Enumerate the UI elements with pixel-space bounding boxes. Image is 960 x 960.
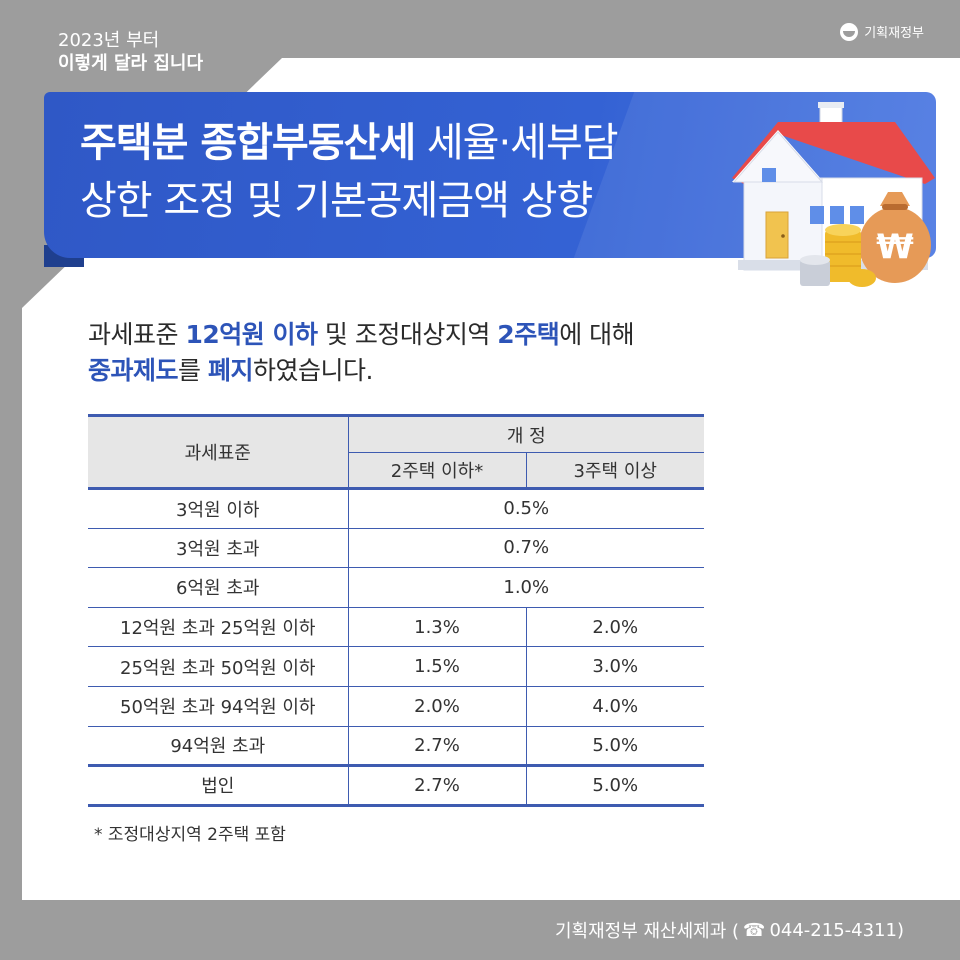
col-header-revised: 개 정: [348, 414, 704, 453]
col-header-three-homes: 3주택 이상: [526, 452, 704, 490]
footer-contact: 기획재정부 재산세제과 ( ☎ 044-215-4311): [555, 917, 904, 943]
cell-rate-two-homes: 2.0%: [348, 686, 527, 727]
footer-department: 기획재정부 재산세제과 (: [554, 921, 740, 942]
intro-text-part: 및 조정대상지역: [317, 320, 498, 349]
corner-title-line2: 이렇게 달라 집니다: [58, 53, 204, 74]
corner-title: 2023년 부터 이렇게 달라 집니다: [58, 30, 203, 76]
cell-rate-two-homes: 2.7%: [348, 765, 527, 807]
cell-tax-base: 3억원 초과: [88, 528, 349, 569]
intro-highlight: 폐지: [207, 356, 254, 385]
intro-text-part: 하였습니다.: [252, 356, 373, 385]
money-bag-icon: ₩: [859, 192, 931, 283]
intro-text-part: 를: [178, 356, 208, 385]
banner-subtitle: 상한 조정 및 기본공제금액 상향: [80, 178, 593, 224]
banner-title: 주택분 종합부동산세 세율·세부담 상한 조정 및 기본공제금액 상향: [80, 114, 619, 230]
cell-rate-three-homes: 2.0%: [526, 607, 704, 648]
title-banner: 주택분 종합부동산세 세율·세부담 상한 조정 및 기본공제금액 상향: [44, 92, 936, 258]
banner-title-rest: 세율·세부담: [415, 120, 619, 166]
cell-rate-two-homes: 1.5%: [348, 646, 527, 687]
table-row: 94억원 초과 2.7% 5.0%: [88, 726, 704, 768]
cell-rate-three-homes: 4.0%: [526, 686, 704, 727]
cell-rate: 1.0%: [348, 567, 704, 608]
table-row: 3억원 이하 0.5%: [88, 488, 704, 529]
footer-phone: 044-215-4311): [769, 919, 904, 941]
ministry-logo-text: 기획재정부: [864, 26, 924, 41]
cell-rate-two-homes: 1.3%: [348, 607, 527, 648]
intro-text-part: 에 대해: [559, 320, 635, 349]
cell-tax-base: 6억원 초과: [88, 567, 349, 608]
cell-tax-base: 법인: [88, 765, 349, 807]
cell-rate-three-homes: 5.0%: [526, 765, 704, 807]
government-emblem-icon: [840, 22, 859, 41]
house-illustration: ₩: [732, 102, 935, 287]
table-row: 12억원 초과 25억원 이하 1.3% 2.0%: [88, 607, 704, 648]
coin-stack-icon: [800, 224, 876, 287]
cell-rate: 0.5%: [348, 488, 704, 529]
intro-highlight: 2주택: [497, 320, 560, 349]
corner-title-line1: 2023년 부터: [58, 30, 160, 51]
table-row: 6억원 초과 1.0%: [88, 567, 704, 608]
cell-tax-base: 3억원 이하: [88, 488, 349, 529]
tax-rate-table: 과세표준 개 정 2주택 이하* 3주택 이상 3억원 이하 0.5% 3억원 …: [88, 414, 704, 807]
table-row: 3억원 초과 0.7%: [88, 528, 704, 569]
cell-rate-two-homes: 2.7%: [348, 726, 527, 768]
cell-rate: 0.7%: [348, 528, 704, 569]
intro-text-part: 과세표준: [88, 320, 186, 349]
col-header-tax-base: 과세표준: [88, 414, 349, 490]
money-bag-symbol: ₩: [876, 227, 914, 267]
table-row: 25억원 초과 50억원 이하 1.5% 3.0%: [88, 646, 704, 687]
ministry-logo: 기획재정부: [840, 22, 924, 41]
phone-icon: ☎: [743, 919, 766, 941]
cell-rate-three-homes: 3.0%: [526, 646, 704, 687]
footnote: * 조정대상지역 2주택 포함: [94, 825, 286, 845]
table-row: 50억원 초과 94억원 이하 2.0% 4.0%: [88, 686, 704, 727]
intro-text: 과세표준 12억원 이하 및 조정대상지역 2주택에 대해 중과제도를 폐지하였…: [88, 317, 635, 389]
intro-highlight: 12억원 이하: [185, 320, 318, 349]
intro-highlight: 중과제도: [88, 356, 179, 385]
table-row: 법인 2.7% 5.0%: [88, 765, 704, 807]
cell-tax-base: 12억원 초과 25억원 이하: [88, 607, 349, 648]
col-header-two-homes: 2주택 이하*: [348, 452, 527, 490]
cell-tax-base: 94억원 초과: [88, 726, 349, 768]
banner-title-bold: 주택분 종합부동산세: [80, 120, 416, 166]
cell-rate-three-homes: 5.0%: [526, 726, 704, 768]
cell-tax-base: 50억원 초과 94억원 이하: [88, 686, 349, 727]
cell-tax-base: 25억원 초과 50억원 이하: [88, 646, 349, 687]
